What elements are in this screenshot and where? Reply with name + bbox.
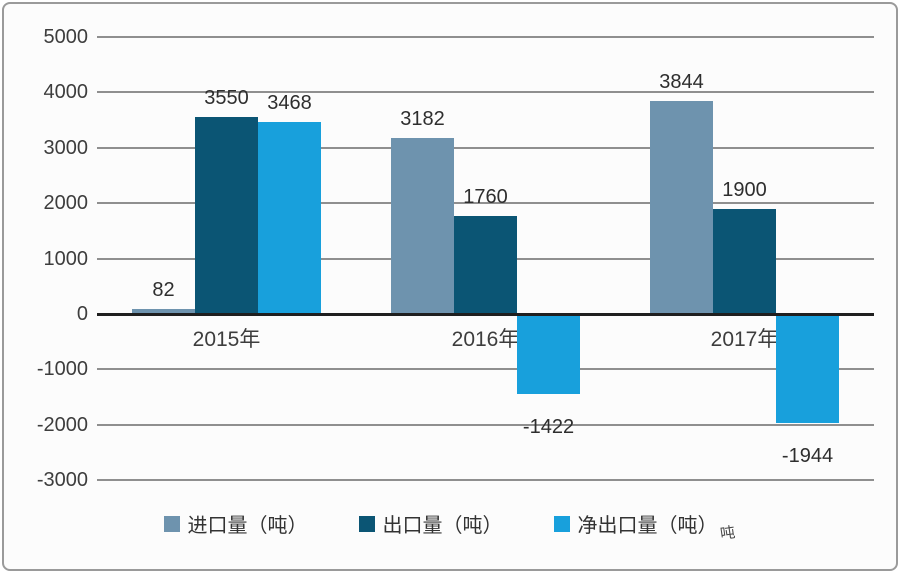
data-label-import-volume: 82 [152,279,175,302]
legend-label: 净出口量（吨） [577,515,718,537]
y-axis-tick-label: 0 [76,303,88,325]
data-label-net-export-volume: -1422 [522,415,575,438]
bar-export-volume [195,117,258,314]
legend-item-import-volume: 进口量（吨） [164,509,307,538]
gridline [97,202,874,205]
gridline [97,36,874,38]
y-axis-tick-label: 1000 [43,247,89,270]
y-axis-tick-label: 5000 [43,26,89,48]
data-label-net-export-volume: -1944 [781,444,834,467]
bar-import-volume [132,309,195,314]
bar-import-volume [650,101,713,314]
legend-item-export-volume: 出口量（吨） [359,509,502,538]
legend-swatch-import-volume [164,515,181,532]
data-label-import-volume: 3182 [400,107,445,130]
legend-swatch-export-volume [359,515,376,532]
bar-net-export-volume [258,121,321,314]
y-axis-tick-label: -3000 [36,469,88,492]
y-axis-tick-label: -1000 [36,358,88,381]
y-axis-tick-label: -2000 [36,413,88,436]
data-label-export-volume: 1760 [463,186,508,209]
data-label-export-volume: 3550 [204,87,249,110]
legend-label: 进口量（吨） [187,515,308,537]
x-axis-category-label: 2017年 [710,328,779,351]
x-axis-category-label: 2015年 [192,328,261,351]
gridline [97,479,874,482]
data-label-import-volume: 3844 [659,71,704,94]
y-axis-tick-label: 3000 [43,136,89,159]
bar-net-export-volume [776,315,839,423]
gridline [97,368,874,371]
bar-import-volume [391,137,454,314]
bar-net-export-volume [517,315,580,394]
plot-area: 5000 4000 3000 2000 1000 0 -1000 -2000 -3000 2015… [4,4,896,569]
zero-axis-line [97,313,874,316]
legend-item-net-export-volume: 净出口量（吨）吨 [554,509,737,543]
gridline [97,91,874,94]
legend-label: 出口量（吨） [382,515,503,537]
legend: 进口量（吨） 出口量（吨） 净出口量（吨）吨 [4,509,896,543]
bar-export-volume [454,216,517,314]
gridline [97,423,874,426]
y-axis-tick-label: 4000 [43,81,89,104]
data-label-export-volume: 1900 [722,178,767,201]
gridline [97,146,874,149]
data-label-net-export-volume: 3468 [267,91,312,114]
watermark-artifact-text: 吨 [719,524,737,543]
y-axis-tick-label: 2000 [43,192,89,215]
bar-export-volume [713,208,776,314]
legend-swatch-net-export-volume [554,515,571,532]
x-axis-category-label: 2016年 [451,328,520,351]
